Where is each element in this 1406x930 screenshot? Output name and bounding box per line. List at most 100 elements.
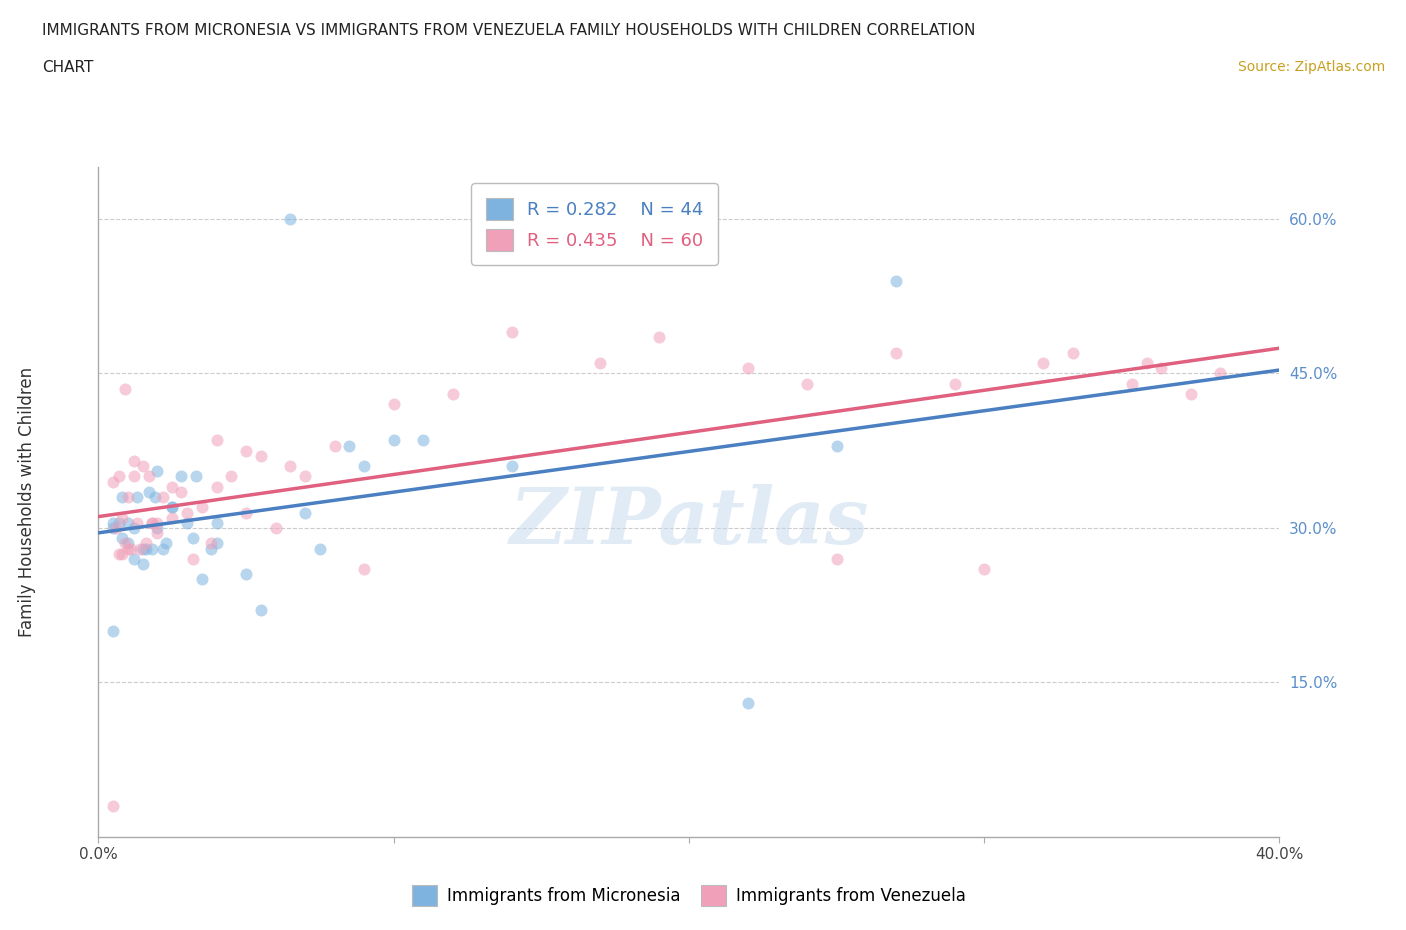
Point (973, 562, 995, 577)
Point (146, 525, 169, 540)
Point (884, 345, 907, 360)
Point (294, 469, 316, 484)
Point (235, 567, 257, 582)
Point (141, 515, 163, 530)
Point (264, 521, 287, 536)
Point (103, 521, 125, 536)
Point (103, 515, 125, 530)
Point (176, 515, 198, 530)
Point (162, 500, 183, 515)
Point (117, 541, 139, 556)
Point (132, 458, 155, 473)
Point (235, 505, 257, 520)
Point (278, 211, 302, 226)
Point (122, 454, 145, 469)
Point (111, 531, 134, 546)
Point (205, 479, 228, 494)
Point (323, 438, 346, 453)
Text: IMMIGRANTS FROM MICRONESIA VS IMMIGRANTS FROM VENEZUELA FAMILY HOUSEHOLDS WITH C: IMMIGRANTS FROM MICRONESIA VS IMMIGRANTS… (42, 23, 976, 38)
Point (382, 433, 405, 448)
Point (170, 485, 193, 499)
Text: CHART: CHART (42, 60, 94, 75)
Text: Source: ZipAtlas.com: Source: ZipAtlas.com (1237, 60, 1385, 74)
Point (132, 556, 155, 571)
Point (200, 536, 222, 551)
Point (125, 489, 148, 504)
Point (143, 489, 166, 504)
Point (138, 469, 160, 484)
Point (825, 438, 848, 453)
Point (235, 444, 257, 458)
Point (353, 562, 375, 577)
Point (103, 474, 125, 489)
Point (152, 541, 174, 556)
Point (1062, 345, 1084, 360)
Point (176, 505, 198, 520)
Point (146, 464, 169, 479)
Point (135, 536, 157, 551)
Point (105, 521, 128, 536)
Point (1150, 361, 1173, 376)
Point (128, 541, 150, 556)
Point (111, 546, 134, 561)
Point (191, 572, 214, 587)
Point (1209, 366, 1232, 381)
Point (181, 531, 204, 546)
Point (117, 515, 139, 530)
Point (205, 515, 228, 530)
Point (155, 536, 177, 551)
Point (108, 469, 131, 484)
Point (135, 541, 157, 556)
Point (648, 330, 671, 345)
Point (117, 489, 139, 504)
Point (441, 387, 464, 402)
Point (141, 541, 163, 556)
Point (250, 448, 273, 463)
Point (162, 500, 183, 515)
Point (122, 551, 145, 566)
Point (412, 433, 434, 448)
Y-axis label: Family Households with Children: Family Households with Children (18, 367, 37, 637)
Point (337, 438, 360, 453)
Point (382, 397, 405, 412)
Point (1121, 377, 1143, 392)
Point (1032, 355, 1054, 370)
Point (103, 623, 125, 638)
Point (191, 500, 214, 515)
Point (278, 458, 302, 473)
Point (250, 603, 273, 618)
Point (796, 377, 818, 392)
Point (737, 361, 759, 376)
Point (122, 469, 145, 484)
Point (146, 521, 169, 536)
Point (114, 381, 136, 396)
Point (162, 479, 183, 494)
Text: ZIPatlas: ZIPatlas (509, 484, 869, 561)
Point (205, 536, 228, 551)
Point (146, 515, 169, 530)
Point (353, 458, 375, 473)
Point (184, 469, 207, 484)
Point (141, 515, 163, 530)
Point (181, 551, 204, 566)
Point (501, 325, 523, 339)
Point (138, 485, 160, 499)
Point (114, 536, 136, 551)
Point (1180, 387, 1202, 402)
Point (108, 546, 131, 561)
Point (219, 469, 242, 484)
Point (501, 458, 523, 473)
Legend: R = 0.282    N = 44, R = 0.435    N = 60: R = 0.282 N = 44, R = 0.435 N = 60 (471, 183, 718, 265)
Point (737, 696, 759, 711)
Point (111, 489, 134, 504)
Point (122, 521, 145, 536)
Point (1135, 355, 1157, 370)
Point (108, 515, 131, 530)
Point (125, 515, 148, 530)
Point (205, 433, 228, 448)
Point (170, 469, 193, 484)
Point (152, 489, 174, 504)
Point (943, 377, 966, 392)
Point (825, 551, 848, 566)
Point (111, 511, 134, 525)
